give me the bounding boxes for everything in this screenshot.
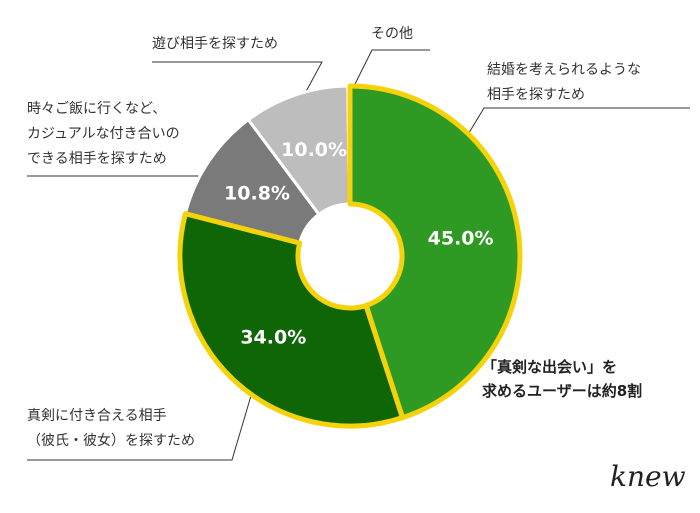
label-other: その他 (371, 22, 413, 47)
annotation-line-1: 「真剣な出会い」を (482, 358, 618, 376)
annotation: 「真剣な出会い」を 求めるユーザーは約8割 (482, 355, 642, 403)
brand-logo: knew (610, 460, 686, 493)
leader-line-other (351, 49, 430, 91)
label-casual-line-2: カジュアルな付き合いの (27, 126, 180, 142)
label-casual-line-1: 時々ご飯に行くなど、 (27, 101, 167, 117)
label-serious-line-1: 真剣に付き合える相手 (27, 408, 167, 424)
label-casual: 時々ご飯に行くなど、 カジュアルな付き合いの できる相手を探すため (27, 97, 180, 172)
label-serious: 真剣に付き合える相手 （彼氏・彼女）を探すため (27, 404, 195, 454)
slice-casual (183, 118, 321, 245)
value-label-serious: 34.0% (240, 327, 306, 349)
label-marriage-line-1: 結婚を考えられるような (487, 62, 641, 78)
label-other-line-1: その他 (371, 26, 413, 42)
leader-line-serious (27, 371, 259, 461)
value-label-casual: 10.8% (224, 183, 290, 205)
label-play: 遊び相手を探すため (152, 32, 278, 57)
value-label-play: 10.0% (281, 139, 347, 161)
label-marriage-line-2: 相手を探すため (487, 87, 585, 103)
label-marriage: 結婚を考えられるような 相手を探すため (487, 58, 641, 108)
label-casual-line-3: できる相手を探すため (27, 151, 167, 167)
annotation-line-2: 求めるユーザーは約8割 (482, 382, 643, 400)
label-serious-line-2: （彼氏・彼女）を探すため (27, 433, 195, 449)
highlight-marriage (347, 83, 523, 421)
label-play-line-1: 遊び相手を探すため (152, 36, 278, 52)
value-label-marriage: 45.0% (428, 228, 494, 250)
highlight-serious (177, 211, 406, 429)
